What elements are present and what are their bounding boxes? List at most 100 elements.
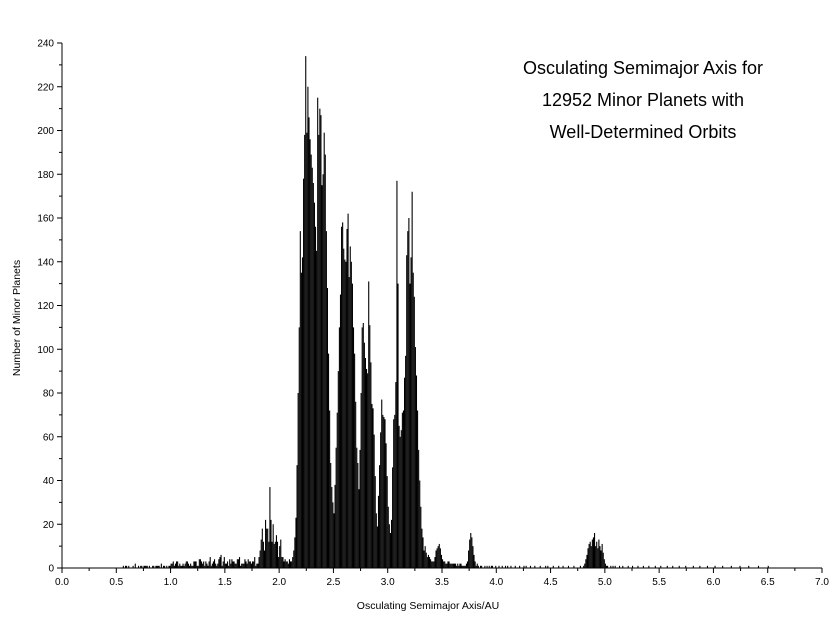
histogram-bar <box>202 563 204 569</box>
histogram-bar <box>510 565 512 568</box>
x-tick-label: 3.0 <box>381 577 395 588</box>
histogram-bar <box>218 559 220 568</box>
x-tick-label: 1.0 <box>164 577 178 588</box>
histogram-bar <box>281 557 283 568</box>
histogram-bars <box>122 56 769 569</box>
y-tick-label: 60 <box>43 432 55 443</box>
histogram-bar <box>437 546 439 569</box>
histogram-bar <box>395 382 397 568</box>
histogram-bar <box>155 565 157 568</box>
histogram-bar <box>211 563 213 569</box>
histogram-bar <box>210 565 212 568</box>
histogram-bar <box>383 417 385 568</box>
histogram-bar <box>434 557 436 568</box>
histogram-bar <box>156 565 158 568</box>
x-tick-label: 0.0 <box>55 577 69 588</box>
histogram-bar <box>350 261 352 568</box>
histogram-bar <box>346 228 348 568</box>
histogram-bar <box>594 533 596 568</box>
histogram-bar <box>219 557 221 568</box>
title-line-2: 12952 Minor Planets with <box>542 90 744 110</box>
y-tick-label: 220 <box>37 82 54 93</box>
histogram-bar <box>379 465 381 568</box>
histogram-bar <box>298 327 300 569</box>
histogram-bar <box>442 559 444 568</box>
histogram-bar <box>699 565 701 568</box>
histogram-bar <box>767 565 769 568</box>
y-tick-label: 160 <box>37 214 54 225</box>
histogram-bar <box>243 563 245 569</box>
histogram-bar <box>338 327 340 569</box>
histogram-bar <box>317 97 319 568</box>
histogram-bar <box>468 550 470 568</box>
histogram-bar <box>203 561 205 568</box>
histogram-bar <box>351 283 353 569</box>
histogram-bar <box>672 565 674 568</box>
histogram-bar <box>358 489 360 568</box>
histogram-bar <box>369 325 371 568</box>
histogram-bar <box>584 563 586 569</box>
histogram-bar <box>567 565 570 568</box>
histogram-bar <box>459 563 461 569</box>
histogram-bar <box>273 543 275 568</box>
histogram-bar <box>262 541 264 568</box>
histogram-bar <box>228 565 230 568</box>
histogram-bar <box>250 563 252 569</box>
histogram-bar <box>343 248 345 569</box>
histogram-bar <box>303 178 305 569</box>
histogram-bar <box>419 480 421 568</box>
histogram-bar <box>464 565 466 568</box>
histogram-bar <box>498 565 500 568</box>
histogram-bar <box>272 524 274 568</box>
histogram-bar <box>529 565 532 568</box>
histogram-bar <box>326 288 328 568</box>
histogram-bar <box>461 565 463 568</box>
histogram-bar <box>648 565 650 568</box>
histogram-bar <box>267 528 269 569</box>
histogram-bar <box>282 557 284 568</box>
histogram-bar <box>143 565 145 568</box>
histogram-bar <box>474 561 476 568</box>
histogram-bar <box>507 565 509 568</box>
histogram-bar <box>666 565 668 568</box>
histogram-bar <box>692 565 694 568</box>
histogram-bar <box>406 255 408 568</box>
histogram-bar <box>360 393 362 568</box>
histogram-bar <box>141 565 143 568</box>
histogram-bar <box>183 565 185 568</box>
histogram-bar <box>402 410 404 568</box>
histogram-bar <box>182 563 184 569</box>
histogram-bar <box>614 565 616 568</box>
histogram-bar <box>446 563 448 569</box>
histogram-bar <box>463 565 465 568</box>
histogram-bar <box>291 561 293 568</box>
histogram-bar <box>610 565 612 568</box>
histogram-bar <box>348 277 350 568</box>
histogram-bar <box>422 537 424 569</box>
histogram-bar <box>308 117 310 569</box>
histogram-bar <box>430 559 432 568</box>
y-tick-label: 40 <box>43 476 55 487</box>
histogram-bar <box>654 565 656 568</box>
histogram-bar <box>314 226 317 568</box>
histogram-bar <box>325 231 327 569</box>
x-ticks: 0.0 0.5 1.0 1.5 2.0 2.5 3.0 3.5 4.0 4.5 5.0 5.5 6.0 6… <box>55 568 829 588</box>
histogram-bar <box>187 563 190 569</box>
histogram-bar <box>685 565 687 568</box>
histogram-bar <box>191 565 193 568</box>
histogram-bar <box>148 565 150 568</box>
y-tick-label: 100 <box>37 345 54 356</box>
histogram-bar <box>545 565 547 568</box>
histogram-bar <box>309 139 311 568</box>
histogram-bar <box>436 548 438 568</box>
x-tick-label: 2.0 <box>272 577 286 588</box>
histogram-bar <box>414 347 416 568</box>
histogram-bar <box>428 557 431 568</box>
histogram-bar <box>372 408 374 568</box>
histogram-bar <box>140 565 142 568</box>
y-tick-label: 180 <box>37 170 54 181</box>
histogram-bar <box>706 565 708 568</box>
histogram-bar <box>232 561 234 568</box>
histogram-bar <box>316 250 318 568</box>
histogram-bar <box>596 541 598 568</box>
